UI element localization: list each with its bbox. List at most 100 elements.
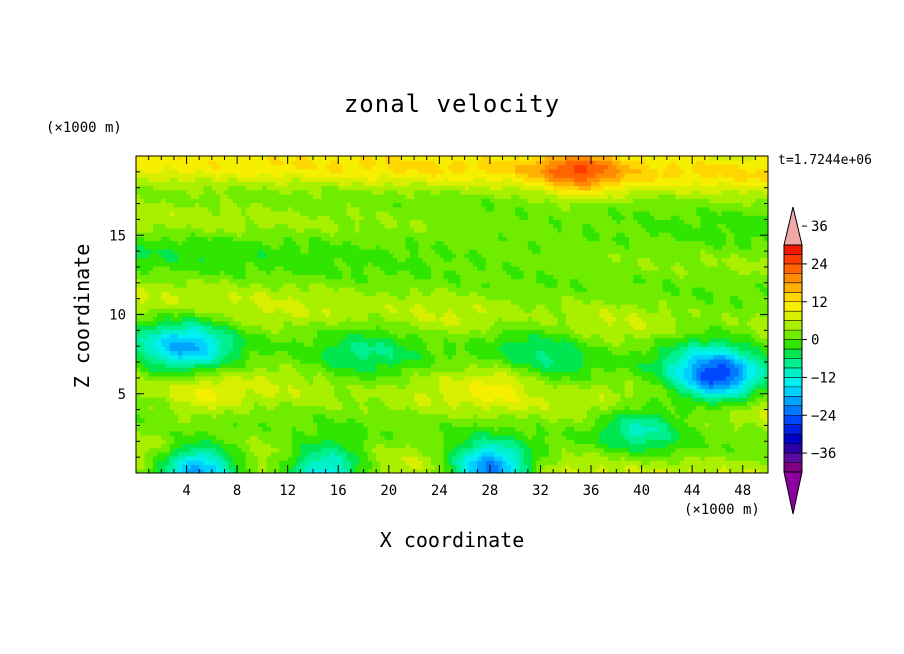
field-cell <box>334 295 339 301</box>
field-cell <box>283 443 289 449</box>
field-cell <box>342 278 348 284</box>
field-cell <box>245 430 251 436</box>
field-cell <box>136 261 141 267</box>
field-cell <box>342 257 348 263</box>
field-cell <box>393 346 398 352</box>
field-cell <box>380 202 386 208</box>
field-cell <box>321 456 327 461</box>
field-cell <box>169 164 175 170</box>
field-cell <box>367 303 373 309</box>
field-cell <box>393 384 398 390</box>
field-cell <box>270 350 276 356</box>
field-cell <box>287 194 293 199</box>
field-cell <box>380 189 386 195</box>
field-cell <box>241 405 247 411</box>
field-cell <box>194 240 200 246</box>
field-cell <box>350 202 356 208</box>
field-cell <box>169 418 175 423</box>
field-cell <box>409 168 415 174</box>
field-cell <box>304 278 310 284</box>
field-cell <box>380 219 386 225</box>
field-cell <box>405 181 411 187</box>
field-cell <box>165 468 171 473</box>
field-cell <box>258 172 263 178</box>
field-cell <box>161 257 167 263</box>
field-cell <box>359 274 365 280</box>
field-cell <box>359 278 365 284</box>
field-cell <box>182 375 188 381</box>
field-cell <box>136 316 141 322</box>
field-cell <box>312 434 318 440</box>
field-cell <box>409 456 415 461</box>
field-cell <box>211 198 217 204</box>
field-cell <box>397 202 403 208</box>
field-cell <box>169 219 175 225</box>
field-cell <box>376 337 381 343</box>
field-cell <box>338 227 344 233</box>
field-cell <box>258 422 263 428</box>
field-cell <box>152 426 158 432</box>
field-cell <box>194 451 200 457</box>
field-cell <box>397 253 403 259</box>
field-cell <box>397 244 403 250</box>
field-cell <box>334 160 339 166</box>
field-cell <box>329 325 335 330</box>
field-cell <box>388 278 394 284</box>
field-cell <box>283 287 289 292</box>
field-cell <box>321 227 327 233</box>
field-cell <box>169 282 175 288</box>
field-cell <box>186 210 192 216</box>
field-cell <box>182 358 188 364</box>
field-cell <box>325 227 331 233</box>
field-cell <box>140 295 146 301</box>
field-cell <box>367 447 373 453</box>
field-cell <box>304 240 310 246</box>
field-cell <box>249 430 255 436</box>
field-cell <box>241 185 247 191</box>
field-cell <box>186 426 192 432</box>
field-cell <box>178 350 183 356</box>
field-cell <box>287 375 293 381</box>
field-cell <box>245 426 251 432</box>
field-cell <box>367 236 373 242</box>
field-cell <box>207 244 213 250</box>
field-cell <box>258 405 263 411</box>
field-cell <box>363 236 369 242</box>
field-cell <box>409 426 415 432</box>
field-cell <box>405 210 411 216</box>
chart-title: zonal velocity <box>343 90 561 118</box>
field-cell <box>287 156 293 161</box>
field-cell <box>148 312 154 318</box>
field-cell <box>237 282 242 288</box>
field-cell <box>317 236 322 242</box>
field-cell <box>152 236 158 242</box>
field-cell <box>414 312 419 318</box>
field-cell <box>144 358 150 364</box>
field-cell <box>409 396 415 402</box>
field-cell <box>194 346 200 352</box>
field-cell <box>367 210 373 216</box>
field-cell <box>136 274 141 280</box>
field-cell <box>275 168 280 174</box>
field-cell <box>334 181 339 187</box>
field-cell <box>232 156 238 161</box>
field-cell <box>144 278 150 284</box>
field-cell <box>350 210 356 216</box>
field-cell <box>388 367 394 373</box>
field-cell <box>371 380 377 385</box>
field-cell <box>334 172 339 178</box>
field-cell <box>367 248 373 254</box>
field-cell <box>334 401 339 406</box>
field-cell <box>173 240 179 246</box>
field-cell <box>266 375 272 381</box>
field-cell <box>249 202 255 208</box>
field-cell <box>169 350 175 356</box>
field-cell <box>262 358 268 364</box>
field-cell <box>334 236 339 242</box>
field-cell <box>401 401 407 406</box>
field-cell <box>270 160 276 166</box>
field-cell <box>199 329 205 335</box>
field-cell <box>216 177 221 182</box>
field-cell <box>186 430 192 436</box>
field-cell <box>296 426 301 432</box>
